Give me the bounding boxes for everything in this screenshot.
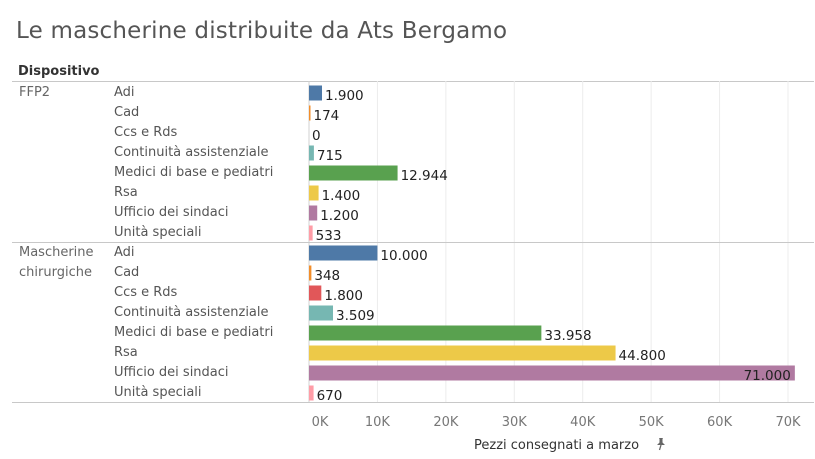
bar[interactable] bbox=[309, 165, 398, 181]
x-tick-label: 30K bbox=[502, 415, 528, 430]
x-tick-label: 20K bbox=[433, 415, 459, 430]
bar[interactable] bbox=[309, 345, 616, 361]
data-label: 3.509 bbox=[336, 308, 375, 324]
x-tick-label: 70K bbox=[775, 415, 801, 430]
chart-title: Le mascherine distribuite da Ats Bergamo bbox=[16, 18, 508, 44]
bar[interactable] bbox=[309, 365, 795, 381]
bar[interactable] bbox=[309, 385, 314, 401]
data-label: 1.800 bbox=[324, 288, 363, 304]
data-label: 533 bbox=[316, 228, 342, 244]
category-label: Ufficio dei sindaci bbox=[114, 205, 229, 220]
x-axis-title: Pezzi consegnati a marzo bbox=[474, 438, 640, 453]
bar[interactable] bbox=[309, 325, 542, 341]
data-label: 715 bbox=[317, 148, 343, 164]
bar[interactable] bbox=[309, 185, 319, 201]
data-label: 12.944 bbox=[401, 168, 448, 184]
group-divider bbox=[12, 402, 814, 403]
dimension-header: Dispositivo bbox=[18, 64, 100, 79]
group-label: Mascherine bbox=[19, 245, 94, 260]
category-label: Medici di base e pediatri bbox=[114, 165, 274, 180]
bar[interactable] bbox=[309, 245, 378, 261]
category-label: Medici di base e pediatri bbox=[114, 325, 274, 340]
data-label: 33.958 bbox=[544, 328, 591, 344]
bar[interactable] bbox=[309, 85, 323, 101]
bar[interactable] bbox=[309, 225, 313, 241]
x-tick-label: 60K bbox=[707, 415, 733, 430]
pin-icon[interactable] bbox=[655, 437, 667, 451]
bar[interactable] bbox=[309, 285, 322, 301]
header-divider bbox=[12, 81, 814, 82]
data-label: 44.800 bbox=[619, 348, 666, 364]
category-label: Unità speciali bbox=[114, 225, 202, 240]
category-label: Rsa bbox=[114, 185, 138, 200]
category-label: Ccs e Rds bbox=[114, 285, 178, 300]
category-label: Ccs e Rds bbox=[114, 125, 178, 140]
data-label: 10.000 bbox=[380, 248, 427, 264]
group-label: FFP2 bbox=[19, 85, 51, 100]
category-label: Continuità assistenziale bbox=[114, 145, 269, 160]
bar[interactable] bbox=[309, 305, 334, 321]
category-label: Rsa bbox=[114, 345, 138, 360]
data-label: 71.000 bbox=[744, 368, 791, 384]
category-label: Ufficio dei sindaci bbox=[114, 365, 229, 380]
category-label: Cad bbox=[114, 265, 140, 280]
x-tick-label: 0K bbox=[312, 415, 329, 430]
bar[interactable] bbox=[309, 145, 314, 161]
x-tick-label: 50K bbox=[639, 415, 665, 430]
group-label: chirurgiche bbox=[19, 265, 92, 280]
bar[interactable] bbox=[309, 105, 311, 121]
data-label: 348 bbox=[314, 268, 340, 284]
category-label: Continuità assistenziale bbox=[114, 305, 269, 320]
data-label: 1.400 bbox=[322, 188, 361, 204]
data-label: 1.200 bbox=[320, 208, 359, 224]
data-label: 1.900 bbox=[325, 88, 364, 104]
data-label: 0 bbox=[312, 128, 321, 144]
group-divider bbox=[12, 242, 814, 243]
category-label: Adi bbox=[114, 245, 135, 260]
data-label: 174 bbox=[314, 108, 340, 124]
category-label: Unità speciali bbox=[114, 385, 202, 400]
bar[interactable] bbox=[309, 265, 312, 281]
x-tick-label: 10K bbox=[365, 415, 391, 430]
category-label: Adi bbox=[114, 85, 135, 100]
data-label: 670 bbox=[317, 388, 343, 404]
x-tick-label: 40K bbox=[570, 415, 596, 430]
category-label: Cad bbox=[114, 105, 140, 120]
bar[interactable] bbox=[309, 205, 318, 221]
